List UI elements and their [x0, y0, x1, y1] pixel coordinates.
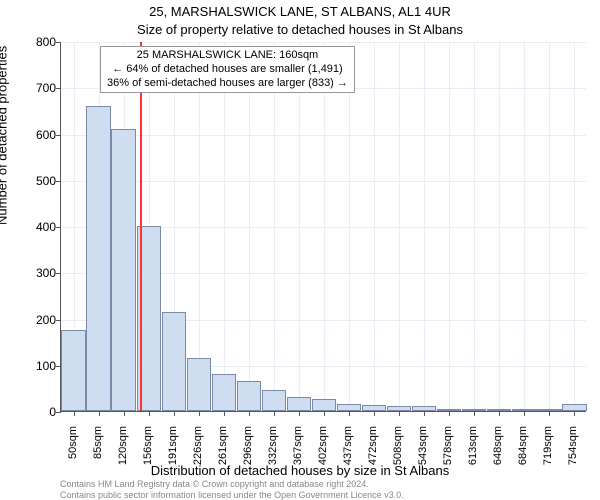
- xtick-mark: [349, 411, 350, 416]
- xtick-mark: [474, 411, 475, 416]
- xtick-label: 437sqm: [342, 426, 354, 486]
- xtick-label: 508sqm: [392, 426, 404, 486]
- xtick-mark: [424, 411, 425, 416]
- xtick-mark: [149, 411, 150, 416]
- histogram-bar: [287, 397, 311, 411]
- gridline-v: [349, 42, 350, 411]
- xtick-label: 719sqm: [542, 426, 554, 486]
- histogram-bar: [262, 390, 286, 411]
- gridline-v: [274, 42, 275, 411]
- ytick-label: 400: [16, 220, 56, 234]
- histogram-bar: [312, 399, 336, 411]
- xtick-label: 120sqm: [117, 426, 129, 486]
- gridline-v: [574, 42, 575, 411]
- xtick-label: 613sqm: [467, 426, 479, 486]
- xtick-label: 261sqm: [217, 426, 229, 486]
- ytick-label: 800: [16, 35, 56, 49]
- ytick-mark: [56, 366, 61, 367]
- xtick-label: 226sqm: [192, 426, 204, 486]
- xtick-mark: [99, 411, 100, 416]
- xtick-mark: [224, 411, 225, 416]
- xtick-label: 50sqm: [67, 426, 79, 486]
- ytick-mark: [56, 227, 61, 228]
- ytick-mark: [56, 88, 61, 89]
- histogram-bar: [187, 358, 211, 411]
- ytick-label: 700: [16, 81, 56, 95]
- xtick-mark: [399, 411, 400, 416]
- histogram-bar: [86, 106, 110, 411]
- gridline-v: [199, 42, 200, 411]
- xtick-mark: [74, 411, 75, 416]
- histogram-bar: [237, 381, 261, 411]
- xtick-label: 754sqm: [567, 426, 579, 486]
- xtick-mark: [499, 411, 500, 416]
- xtick-mark: [249, 411, 250, 416]
- gridline-v: [524, 42, 525, 411]
- xtick-label: 543sqm: [417, 426, 429, 486]
- y-axis-label: Number of detached properties: [0, 46, 10, 225]
- histogram-bar: [337, 404, 361, 411]
- ytick-label: 200: [16, 313, 56, 327]
- histogram-bar: [212, 374, 236, 411]
- gridline-v: [374, 42, 375, 411]
- xtick-label: 332sqm: [267, 426, 279, 486]
- gridline-v: [224, 42, 225, 411]
- xtick-label: 402sqm: [317, 426, 329, 486]
- ytick-mark: [56, 273, 61, 274]
- footer-line2: Contains public sector information licen…: [60, 490, 590, 500]
- plot-area: [60, 42, 586, 412]
- annotation-line: 25 MARSHALSWICK LANE: 160sqm: [107, 49, 348, 63]
- xtick-mark: [524, 411, 525, 416]
- ytick-label: 100: [16, 359, 56, 373]
- gridline-v: [499, 42, 500, 411]
- xtick-label: 191sqm: [167, 426, 179, 486]
- xtick-label: 648sqm: [492, 426, 504, 486]
- histogram-bar: [562, 404, 586, 411]
- xtick-mark: [124, 411, 125, 416]
- ytick-mark: [56, 320, 61, 321]
- xtick-mark: [199, 411, 200, 416]
- xtick-mark: [374, 411, 375, 416]
- xtick-label: 156sqm: [142, 426, 154, 486]
- xtick-mark: [299, 411, 300, 416]
- gridline-v: [399, 42, 400, 411]
- xtick-label: 296sqm: [242, 426, 254, 486]
- xtick-mark: [324, 411, 325, 416]
- annotation-line: 36% of semi-detached houses are larger (…: [107, 77, 348, 91]
- xtick-label: 472sqm: [367, 426, 379, 486]
- xtick-label: 684sqm: [517, 426, 529, 486]
- ytick-mark: [56, 135, 61, 136]
- xtick-mark: [549, 411, 550, 416]
- histogram-bar: [61, 330, 85, 411]
- xtick-mark: [274, 411, 275, 416]
- histogram-bar: [111, 129, 135, 411]
- xtick-label: 578sqm: [442, 426, 454, 486]
- xtick-mark: [449, 411, 450, 416]
- ytick-label: 0: [16, 405, 56, 419]
- annotation-box: 25 MARSHALSWICK LANE: 160sqm← 64% of det…: [100, 46, 355, 93]
- gridline-v: [549, 42, 550, 411]
- histogram-bar: [162, 312, 186, 411]
- ytick-label: 600: [16, 128, 56, 142]
- gridline-v: [424, 42, 425, 411]
- ytick-label: 500: [16, 174, 56, 188]
- gridline-v: [449, 42, 450, 411]
- gridline-v: [299, 42, 300, 411]
- xtick-label: 367sqm: [292, 426, 304, 486]
- xtick-mark: [574, 411, 575, 416]
- title-subtitle: Size of property relative to detached ho…: [0, 22, 600, 37]
- ytick-label: 300: [16, 266, 56, 280]
- xtick-label: 85sqm: [92, 426, 104, 486]
- xtick-mark: [174, 411, 175, 416]
- gridline-v: [324, 42, 325, 411]
- gridline-v: [249, 42, 250, 411]
- ytick-mark: [56, 412, 61, 413]
- chart-container: 25, MARSHALSWICK LANE, ST ALBANS, AL1 4U…: [0, 0, 600, 500]
- ytick-mark: [56, 181, 61, 182]
- reference-line: [140, 42, 142, 411]
- gridline-v: [474, 42, 475, 411]
- annotation-line: ← 64% of detached houses are smaller (1,…: [107, 63, 348, 77]
- title-address: 25, MARSHALSWICK LANE, ST ALBANS, AL1 4U…: [0, 4, 600, 19]
- ytick-mark: [56, 42, 61, 43]
